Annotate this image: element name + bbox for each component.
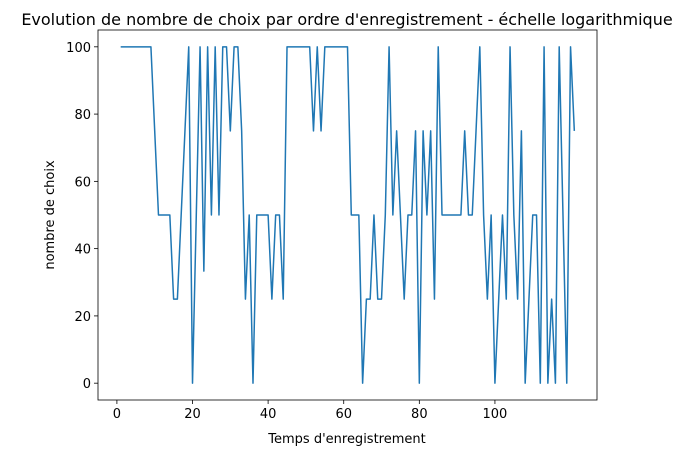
y-tick-label: 20: [74, 310, 91, 325]
x-tick-label: 100: [483, 407, 508, 422]
y-tick-label: 0: [83, 377, 91, 392]
x-tick-label: 0: [113, 407, 121, 422]
y-tick-label: 80: [74, 108, 91, 123]
data-line: [120, 46, 576, 384]
y-tick-label: 40: [74, 243, 91, 258]
x-tick-label: 20: [184, 407, 201, 422]
y-tick-label: 100: [66, 41, 91, 56]
chart-title: Evolution de nombre de choix par ordre d…: [21, 10, 672, 29]
x-tick-label: 80: [411, 407, 428, 422]
x-tick-label: 40: [260, 407, 277, 422]
plot-frame: [97, 29, 598, 401]
x-axis-label: Temps d'enregistrement: [267, 432, 425, 447]
x-tick-label: 60: [335, 407, 352, 422]
y-tick-label: 60: [74, 175, 91, 190]
y-axis-label: nombre de choix: [43, 160, 58, 270]
